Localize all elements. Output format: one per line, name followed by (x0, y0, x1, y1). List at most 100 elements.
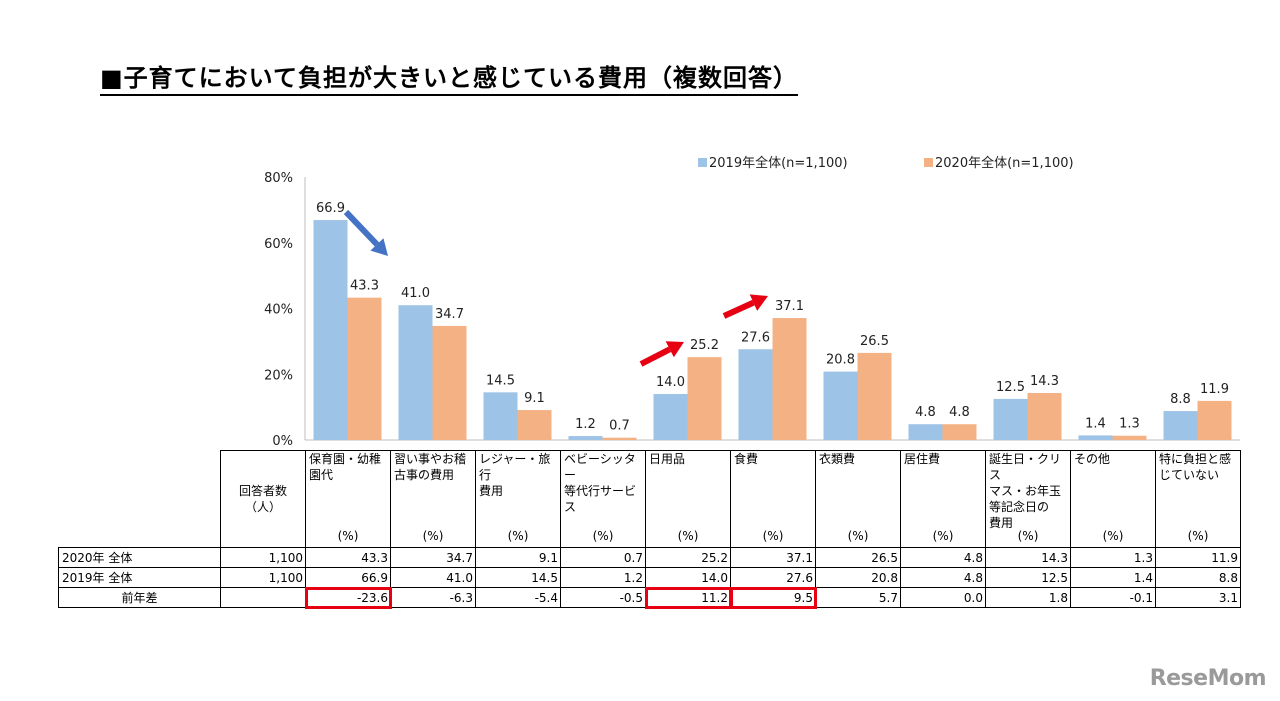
table-cell: 66.9 (305, 567, 391, 588)
unit-label: (%) (847, 529, 869, 543)
table-cell: 25.2 (645, 547, 731, 568)
data-label: 27.6 (741, 330, 770, 345)
data-label: 12.5 (996, 380, 1025, 395)
table-cell: 37.1 (730, 547, 816, 568)
unit-label: (%) (337, 529, 359, 543)
table-cell: 11.2 (644, 586, 732, 609)
legend-label: 2020年全体(n=1,100) (935, 155, 1074, 171)
row-label: 前年差 (58, 587, 221, 608)
table-cell: -5.4 (475, 587, 561, 608)
column-header: 食費 (%) (730, 450, 816, 548)
data-label: 26.5 (860, 334, 889, 349)
column-header: 習い事やお稽 古事の費用 (%) (390, 450, 476, 548)
table-cell: 41.0 (390, 567, 476, 588)
table-cell: 1.3 (1070, 547, 1156, 568)
table-cell: 4.8 (900, 547, 986, 568)
legend-swatch (924, 158, 933, 167)
table-cell: 8.8 (1155, 567, 1241, 588)
table-cell: -23.6 (304, 586, 392, 609)
y-tick-label: 20% (264, 368, 293, 383)
bar-2020 (857, 352, 892, 440)
unit-label: (%) (592, 529, 614, 543)
bar-2019 (1163, 411, 1198, 440)
legend-label: 2019年全体(n=1,100) (709, 155, 848, 171)
table-cell: 14.5 (475, 567, 561, 588)
row-label: 2020年 全体 (58, 547, 221, 568)
table-cell: 14.0 (645, 567, 731, 588)
data-label: 66.9 (316, 201, 345, 216)
bar-2019 (908, 424, 943, 440)
data-label: 0.7 (609, 419, 630, 434)
data-label: 14.5 (486, 373, 515, 388)
data-label: 34.7 (435, 307, 464, 322)
table-cell: 0.7 (560, 547, 646, 568)
table-cell: 34.7 (390, 547, 476, 568)
data-label: 41.0 (401, 286, 430, 301)
data-label: 4.8 (915, 405, 936, 420)
unit-label: (%) (762, 529, 784, 543)
table-corner (58, 450, 221, 548)
resemom-logo: ReseMom (1149, 666, 1267, 691)
data-label: 1.4 (1085, 416, 1106, 431)
column-header: 衣類費 (%) (815, 450, 901, 548)
bar-2020 (432, 325, 467, 440)
table-cell: 20.8 (815, 567, 901, 588)
unit-label: (%) (932, 529, 954, 543)
bar-2020 (687, 357, 722, 440)
unit-label: (%) (507, 529, 529, 543)
data-label: 14.0 (656, 375, 685, 390)
data-label: 11.9 (1200, 382, 1229, 397)
unit-label: (%) (1102, 529, 1124, 543)
bar-2019 (568, 436, 603, 440)
bar-2019 (313, 220, 348, 440)
table-cell: 12.5 (985, 567, 1071, 588)
data-label: 43.3 (350, 279, 379, 294)
data-label: 8.8 (1170, 392, 1191, 407)
bar-2019 (993, 398, 1028, 440)
table-cell: -0.5 (560, 587, 646, 608)
table-cell: 3.1 (1155, 587, 1241, 608)
column-header: 特に負担と感 じていない (%) (1155, 450, 1241, 548)
table-cell: 1.8 (985, 587, 1071, 608)
data-table: 回答者数 （人） 保育園・幼稚 園代 (%) 習い事やお稽 古事の費用 (%) レジャー・… (58, 450, 1241, 609)
data-label: 9.1 (524, 391, 545, 406)
table-cell: 11.9 (1155, 547, 1241, 568)
table-cell: 9.1 (475, 547, 561, 568)
bar-2019 (483, 392, 518, 440)
bar-2019 (398, 305, 433, 440)
data-label: 25.2 (690, 338, 719, 353)
table-cell: 43.3 (305, 547, 391, 568)
bar-2020 (942, 424, 977, 440)
table-cell: 9.5 (729, 586, 817, 609)
page-title: ■子育てにおいて負担が大きいと感じている費用（複数回答） (100, 58, 798, 96)
down-arrow-icon (343, 209, 388, 256)
column-header: ベビーシッター 等代行サービ ス (%) (560, 450, 646, 548)
data-label: 20.8 (826, 353, 855, 368)
bar-2020 (1112, 435, 1147, 440)
column-header: 日用品 (%) (645, 450, 731, 548)
table-cell: 26.5 (815, 547, 901, 568)
table-row: 2019年 全体 1,100 66.9 41.0 14.5 1.2 14.0 27.6 20.8… (58, 567, 1241, 588)
table-cell: 1.2 (560, 567, 646, 588)
column-header: レジャー・旅行 費用 (%) (475, 450, 561, 548)
data-label: 1.2 (575, 417, 596, 432)
respondent-count: 1,100 (220, 567, 306, 588)
y-tick-label: 60% (264, 237, 293, 252)
bar-chart: 0% 20% 40% 60% 80% 66.9 43.3 41.0 34.7 14.5 9.1 1.2… (264, 155, 1240, 449)
bar-2019 (823, 371, 858, 440)
y-tick-label: 0% (272, 434, 293, 449)
bar-2020 (517, 410, 552, 440)
respondents-header: 回答者数 （人） (220, 450, 306, 548)
table-cell: -0.1 (1070, 587, 1156, 608)
up-arrow-icon (722, 294, 768, 319)
legend-swatch (698, 158, 707, 167)
table-cell: 5.7 (815, 587, 901, 608)
column-header: 居住費 (%) (900, 450, 986, 548)
column-header: 誕生日・クリス マス・お年玉 等記念日の 費用 (%) (985, 450, 1071, 548)
unit-label: (%) (422, 529, 444, 543)
unit-label: (%) (1017, 529, 1039, 543)
up-arrow-icon (639, 341, 684, 367)
column-header: その他 (%) (1070, 450, 1156, 548)
respondent-count (220, 587, 306, 608)
y-tick-label: 80% (264, 171, 293, 186)
